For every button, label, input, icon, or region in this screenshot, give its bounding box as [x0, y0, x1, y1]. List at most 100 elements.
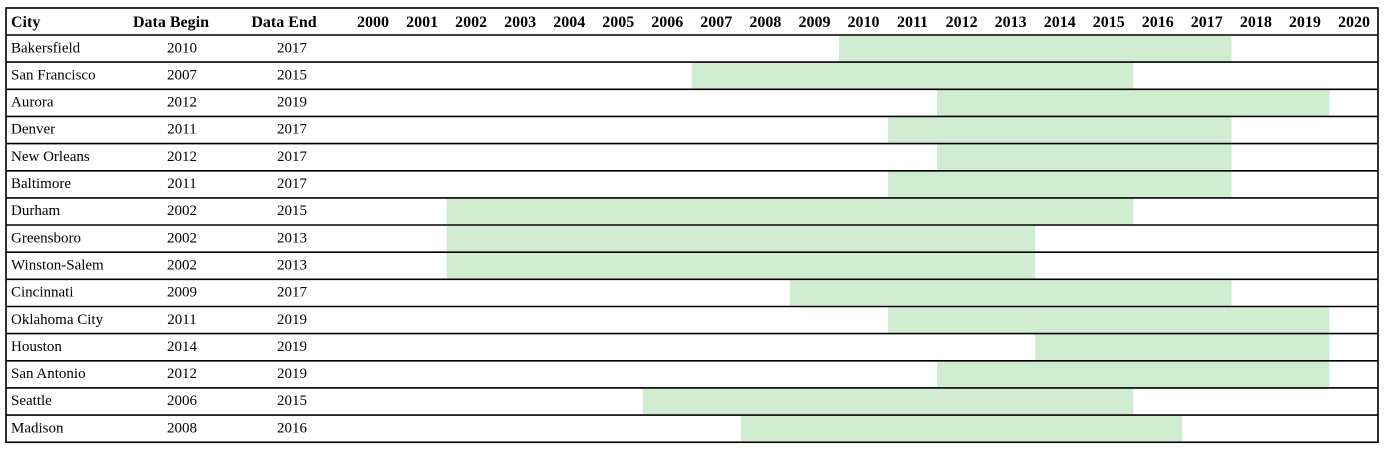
data-begin-value: 2007: [167, 67, 198, 83]
data-end-value: 2013: [277, 230, 307, 246]
data-begin-value: 2011: [167, 176, 196, 192]
year-label-2013: 2013: [995, 14, 1027, 31]
coverage-bar-greensboro: [446, 225, 1036, 252]
year-label-2002: 2002: [455, 14, 487, 31]
header-data-end: Data End: [251, 14, 316, 31]
year-label-2009: 2009: [799, 14, 831, 31]
year-label-2007: 2007: [700, 14, 732, 31]
city-name: Oklahoma City: [11, 312, 104, 328]
data-end-value: 2013: [277, 258, 307, 274]
data-end-value: 2016: [277, 420, 308, 436]
city-name: Houston: [11, 339, 62, 355]
coverage-bar-san-antonio: [937, 361, 1330, 388]
year-label-2003: 2003: [504, 14, 536, 31]
data-end-value: 2017: [277, 122, 308, 138]
coverage-bar-cincinnati: [789, 280, 1232, 306]
city-name: San Francisco: [11, 67, 96, 83]
table-row: Bakersfield 2010 2017: [11, 40, 308, 56]
year-label-2012: 2012: [946, 14, 978, 31]
table-row: Greensboro 2002 2013: [11, 230, 307, 246]
data-begin-value: 2010: [167, 40, 197, 56]
city-name: Aurora: [11, 95, 54, 111]
coverage-bars: [446, 35, 1330, 442]
year-label-2017: 2017: [1191, 14, 1223, 31]
data-end-value: 2017: [277, 149, 308, 165]
year-label-2019: 2019: [1289, 14, 1321, 31]
coverage-bar-durham: [446, 198, 1134, 225]
table-row: Madison 2008 2016: [11, 420, 308, 436]
year-label-2005: 2005: [602, 14, 634, 31]
data-begin-value: 2014: [167, 339, 198, 355]
table-row: Winston-Salem 2002 2013: [11, 258, 307, 274]
table-row: Baltimore 2011 2017: [11, 176, 308, 192]
data-end-value: 2015: [277, 67, 307, 83]
year-label-2016: 2016: [1142, 14, 1174, 31]
city-name: Denver: [11, 122, 55, 138]
data-begin-value: 2002: [167, 203, 197, 219]
coverage-bar-san-francisco: [691, 62, 1134, 89]
data-begin-value: 2012: [167, 149, 197, 165]
table-header: City Data Begin Data End: [11, 14, 317, 31]
city-name: Madison: [11, 420, 64, 436]
year-label-2018: 2018: [1240, 14, 1272, 31]
table-row: Aurora 2012 2019: [11, 95, 307, 111]
coverage-bar-winston-salem: [446, 253, 1036, 279]
data-begin-value: 2002: [167, 230, 197, 246]
table-row: San Antonio 2012 2019: [11, 366, 307, 382]
year-label-2008: 2008: [749, 14, 781, 31]
coverage-bar-new-orleans: [937, 144, 1232, 170]
city-name: Cincinnati: [11, 285, 74, 301]
coverage-bar-houston: [1035, 334, 1330, 360]
year-label-2014: 2014: [1044, 14, 1076, 31]
data-end-value: 2017: [277, 176, 308, 192]
coverage-bar-seattle: [642, 388, 1134, 415]
city-name: San Antonio: [11, 366, 86, 382]
table-row: Oklahoma City 2011 2019: [11, 312, 307, 328]
table-rows: Bakersfield 2010 2017 San Francisco 2007 2015…: [11, 40, 308, 436]
table-row: New Orleans 2012 2017: [11, 149, 308, 165]
year-label-2000: 2000: [357, 14, 389, 31]
table-row: Denver 2011 2017: [11, 122, 308, 138]
year-label-2020: 2020: [1338, 14, 1370, 31]
header-city: City: [11, 14, 40, 31]
data-end-value: 2019: [277, 95, 307, 111]
table-row: Durham 2002 2015: [11, 203, 307, 219]
data-end-value: 2019: [277, 312, 307, 328]
city-name: Bakersfield: [11, 40, 81, 56]
data-begin-value: 2002: [167, 258, 197, 274]
city-name: New Orleans: [11, 149, 90, 165]
data-end-value: 2017: [277, 285, 308, 301]
coverage-bar-bakersfield: [839, 35, 1232, 62]
data-begin-value: 2006: [167, 393, 198, 409]
year-header-labels: 2000 2001 2002 2003 2004 2005 2006 2007 2008 2009…: [357, 14, 1370, 31]
coverage-bar-denver: [888, 117, 1232, 143]
table-row: Seattle 2006 2015: [11, 393, 307, 409]
data-begin-value: 2012: [167, 366, 197, 382]
coverage-bar-oklahoma-city: [888, 307, 1330, 333]
city-name: Winston-Salem: [11, 258, 104, 274]
year-label-2006: 2006: [651, 14, 683, 31]
header-data-begin: Data Begin: [133, 14, 209, 31]
year-label-2015: 2015: [1093, 14, 1125, 31]
coverage-bar-madison: [740, 415, 1183, 442]
city-name: Baltimore: [11, 176, 71, 192]
row-gridlines: [5, 7, 1379, 444]
data-begin-value: 2008: [167, 420, 197, 436]
data-end-value: 2015: [277, 203, 307, 219]
data-end-value: 2017: [277, 40, 308, 56]
data-end-value: 2015: [277, 393, 307, 409]
city-name: Durham: [11, 203, 60, 219]
coverage-bar-baltimore: [888, 171, 1232, 198]
table-row: Houston 2014 2019: [11, 339, 307, 355]
data-begin-value: 2012: [167, 95, 197, 111]
year-label-2004: 2004: [553, 14, 585, 31]
data-begin-value: 2011: [167, 312, 196, 328]
year-label-2011: 2011: [897, 14, 928, 31]
table-row: Cincinnati 2009 2017: [11, 285, 308, 301]
city-name: Greensboro: [11, 230, 81, 246]
year-label-2010: 2010: [848, 14, 880, 31]
coverage-bar-aurora: [937, 90, 1330, 116]
data-begin-value: 2009: [167, 285, 197, 301]
city-name: Seattle: [11, 393, 52, 409]
